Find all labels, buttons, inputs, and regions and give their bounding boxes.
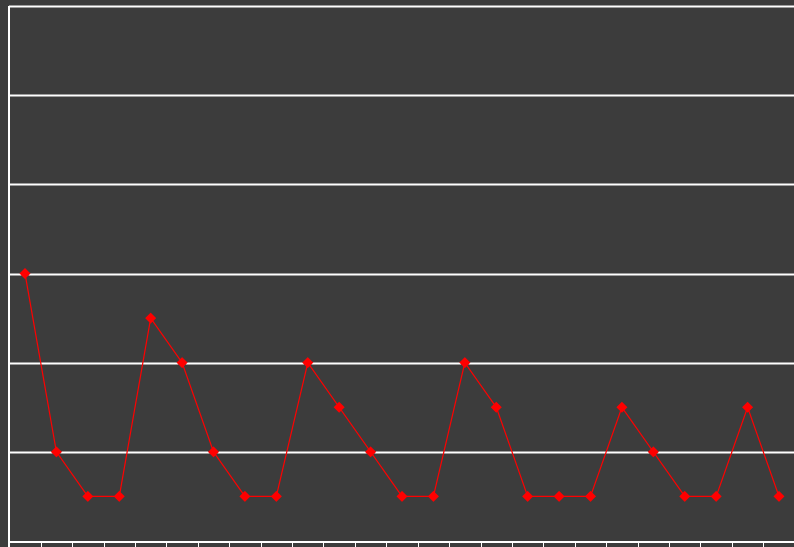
data-point-21 [647,446,659,458]
data-point-22 [679,490,691,502]
data-point-3 [82,490,94,502]
data-point-15 [459,357,471,369]
data-point-7 [208,446,219,458]
x-axis-ticks [41,542,764,547]
data-point-20 [616,401,628,413]
data-point-19 [585,490,596,502]
data-point-6 [176,357,188,369]
axes [8,6,794,547]
data-point-16 [490,401,502,413]
data-point-9 [270,490,282,502]
data-point-8 [239,490,251,502]
data-point-24 [742,401,754,413]
gridlines [9,5,794,454]
data-point-12 [365,446,377,458]
data-point-23 [710,490,722,502]
data-point-11 [333,401,345,413]
data-point-25 [773,490,785,502]
data-point-13 [396,490,408,502]
data-point-1 [19,268,31,279]
data-point-2 [50,446,62,458]
data-point-4 [113,490,125,502]
data-point-17 [522,490,534,502]
data-point-5 [145,312,157,324]
data-point-14 [427,490,439,502]
data-point-10 [302,357,314,369]
series-group [19,268,785,502]
data-point-18 [553,490,565,502]
